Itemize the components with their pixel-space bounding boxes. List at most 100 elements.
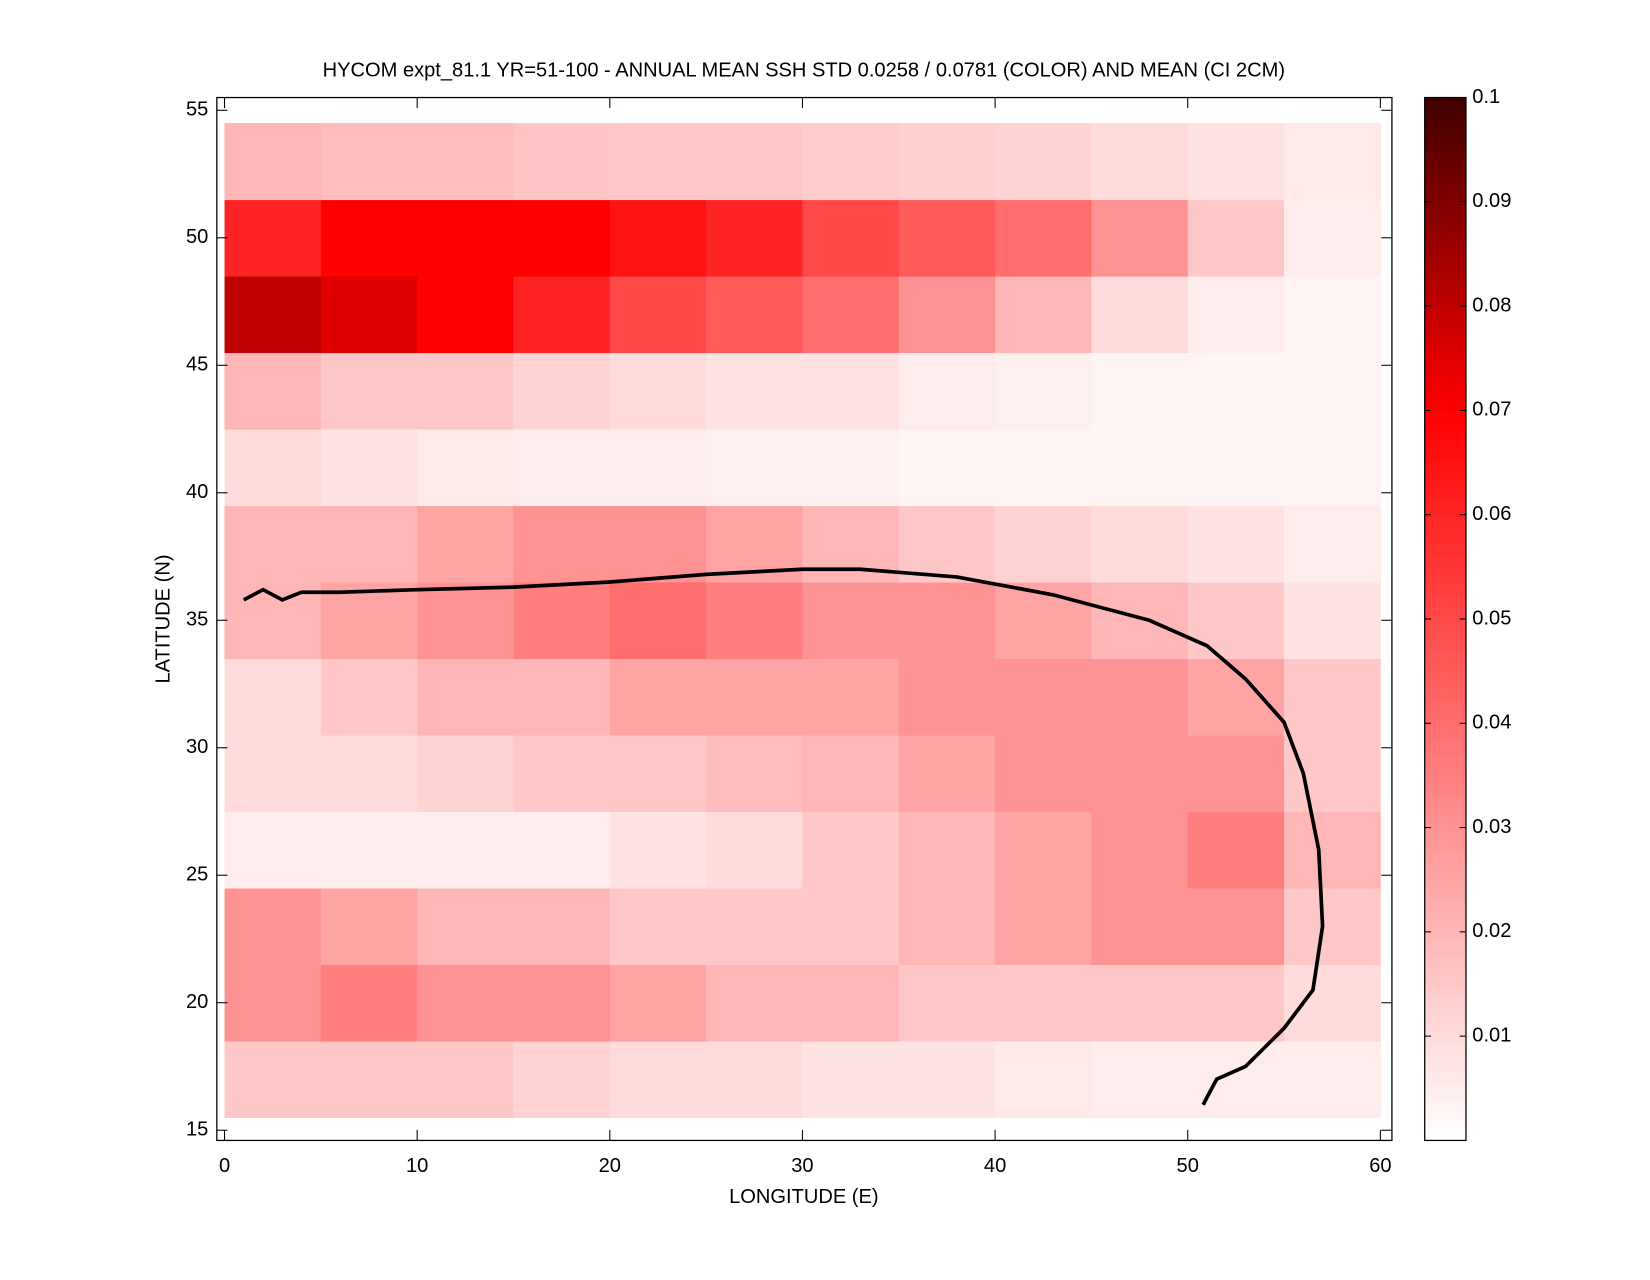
- heat-cell: [609, 505, 707, 583]
- heat-cell: [1091, 429, 1189, 507]
- heat-cell: [898, 1040, 996, 1119]
- heat-cell: [417, 582, 515, 660]
- heat-cell: [320, 582, 418, 660]
- heat-cell: [609, 735, 707, 813]
- colorbar-tick-label: 0.03: [1472, 816, 1511, 838]
- x-tick-label: 40: [984, 1155, 1006, 1177]
- heat-cell: [706, 811, 803, 889]
- heat-cell: [417, 352, 515, 430]
- heat-cell: [320, 1040, 418, 1119]
- heat-cell: [898, 658, 996, 736]
- heat-cell: [320, 811, 418, 889]
- x-tick-label: 20: [599, 1155, 621, 1177]
- heat-cell: [995, 276, 1092, 354]
- heat-cell: [609, 123, 707, 201]
- heat-cell: [1187, 887, 1285, 966]
- heat-cell: [609, 811, 707, 889]
- heat-cell: [1284, 352, 1381, 430]
- heat-cell: [417, 735, 515, 813]
- heat-cell: [1284, 429, 1381, 507]
- heat-cell: [417, 964, 515, 1042]
- colorbar-tick-label: 0.1: [1472, 86, 1500, 108]
- heat-cell: [706, 123, 803, 201]
- heat-cell: [224, 199, 322, 277]
- heat-cell: [1284, 199, 1381, 277]
- heat-cell: [320, 429, 418, 507]
- heat-cell: [320, 199, 418, 277]
- heat-cell: [224, 276, 322, 354]
- heat-cell: [802, 352, 900, 430]
- heat-cell: [513, 352, 611, 430]
- heat-cell: [706, 658, 803, 736]
- heat-cell: [1091, 735, 1189, 813]
- heat-cell: [995, 811, 1092, 889]
- heat-cell: [995, 199, 1092, 277]
- heat-cell: [802, 735, 900, 813]
- heat-cell: [320, 505, 418, 583]
- colorbar-tick-label: 0.02: [1472, 920, 1511, 942]
- heat-cell: [706, 1040, 803, 1119]
- heat-cell: [417, 811, 515, 889]
- heat-cell: [320, 887, 418, 966]
- heat-cell: [609, 352, 707, 430]
- heat-cell: [802, 582, 900, 660]
- y-tick-label: 15: [186, 1119, 208, 1141]
- heat-cell: [1091, 123, 1189, 201]
- heat-cell: [898, 123, 996, 201]
- heat-cell: [1187, 352, 1285, 430]
- y-tick-label: 25: [186, 864, 208, 886]
- heat-cell: [898, 964, 996, 1042]
- heat-cell: [417, 429, 515, 507]
- heat-cell: [1284, 735, 1381, 813]
- heat-cell: [706, 735, 803, 813]
- heat-cell: [1284, 1040, 1381, 1119]
- heat-cell: [224, 429, 322, 507]
- heat-cell: [417, 1040, 515, 1119]
- heat-cell: [320, 735, 418, 813]
- heat-cell: [995, 735, 1092, 813]
- heat-cell: [417, 276, 515, 354]
- y-tick-label: 50: [186, 226, 208, 248]
- heat-cell: [513, 811, 611, 889]
- heat-cell: [224, 352, 322, 430]
- heat-cell: [1284, 964, 1381, 1042]
- heat-cell: [802, 276, 900, 354]
- y-tick-label: 45: [186, 354, 208, 376]
- y-tick-label: 30: [186, 736, 208, 758]
- heat-cell: [513, 658, 611, 736]
- heat-cell: [898, 887, 996, 966]
- heat-cell: [706, 199, 803, 277]
- heat-cell: [706, 582, 803, 660]
- heat-cell: [1187, 505, 1285, 583]
- y-axis-label: LATITUDE (N): [152, 554, 174, 683]
- heat-cell: [513, 1040, 611, 1119]
- y-tick-label: 55: [186, 99, 208, 121]
- heat-cell: [706, 887, 803, 966]
- x-tick-label: 30: [791, 1155, 813, 1177]
- plot-frame: [216, 96, 1393, 1142]
- heat-cell: [1091, 658, 1189, 736]
- heat-cell: [995, 505, 1092, 583]
- heat-cell: [898, 582, 996, 660]
- heat-cell: [802, 964, 900, 1042]
- heat-cell: [224, 887, 322, 966]
- heat-cell: [1091, 582, 1189, 660]
- heat-cell: [224, 964, 322, 1042]
- heat-cell: [320, 658, 418, 736]
- heat-cell: [1187, 429, 1285, 507]
- heat-cell: [609, 276, 707, 354]
- heat-cell: [706, 429, 803, 507]
- colorbar-tick-label: 0.07: [1472, 399, 1511, 421]
- heat-cell: [1187, 582, 1285, 660]
- heat-cell: [320, 964, 418, 1042]
- y-tick-label: 20: [186, 991, 208, 1013]
- heat-cell: [995, 429, 1092, 507]
- heat-cell: [224, 658, 322, 736]
- heat-cell: [898, 429, 996, 507]
- heat-cell: [1284, 505, 1381, 583]
- heat-cell: [706, 964, 803, 1042]
- heat-cell: [995, 123, 1092, 201]
- heat-cell: [1091, 887, 1189, 966]
- heat-cell: [1091, 276, 1189, 354]
